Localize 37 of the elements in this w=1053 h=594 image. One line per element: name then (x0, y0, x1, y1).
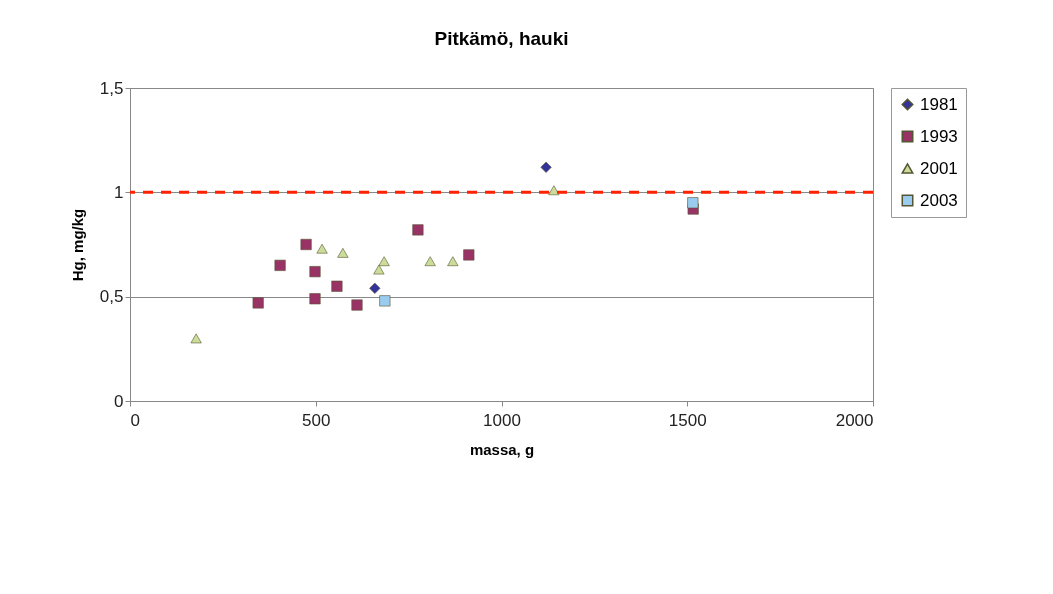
y-tick-label: 1,5 (99, 78, 124, 98)
x-tick-label: 2000 (835, 410, 874, 430)
legend-label: 2001 (920, 158, 958, 178)
point (447, 256, 459, 267)
legend-label: 2003 (920, 190, 958, 210)
point (351, 299, 363, 311)
point (373, 264, 385, 275)
legend-label: 1981 (920, 94, 958, 114)
point (331, 280, 343, 292)
point (463, 249, 475, 261)
x-axis-title: massa, g (469, 440, 535, 458)
point (309, 293, 321, 305)
point (369, 282, 381, 294)
point (424, 256, 436, 267)
x-tick-label: 1500 (668, 410, 707, 430)
point (190, 333, 202, 344)
point (252, 297, 264, 309)
point (378, 256, 390, 267)
chart-title: Pitkämö, hauki (434, 28, 569, 49)
x-tick-label: 1000 (483, 410, 521, 430)
point (687, 197, 699, 209)
point (309, 266, 321, 278)
point (300, 238, 312, 251)
point (274, 259, 286, 271)
y-axis-title: Hg, mg/kg (68, 208, 86, 282)
point (379, 295, 391, 307)
point (337, 248, 349, 258)
y-tick-label: 0,5 (99, 287, 124, 307)
point (412, 224, 424, 236)
x-tick-label: 500 (302, 410, 331, 430)
x-tick-label: 0 (130, 410, 140, 430)
point (316, 243, 328, 254)
y-tick-label: 0 (114, 391, 124, 411)
point (540, 161, 552, 173)
point (548, 185, 560, 196)
y-tick-label: 1 (114, 182, 124, 202)
legend-label: 1993 (920, 126, 958, 146)
